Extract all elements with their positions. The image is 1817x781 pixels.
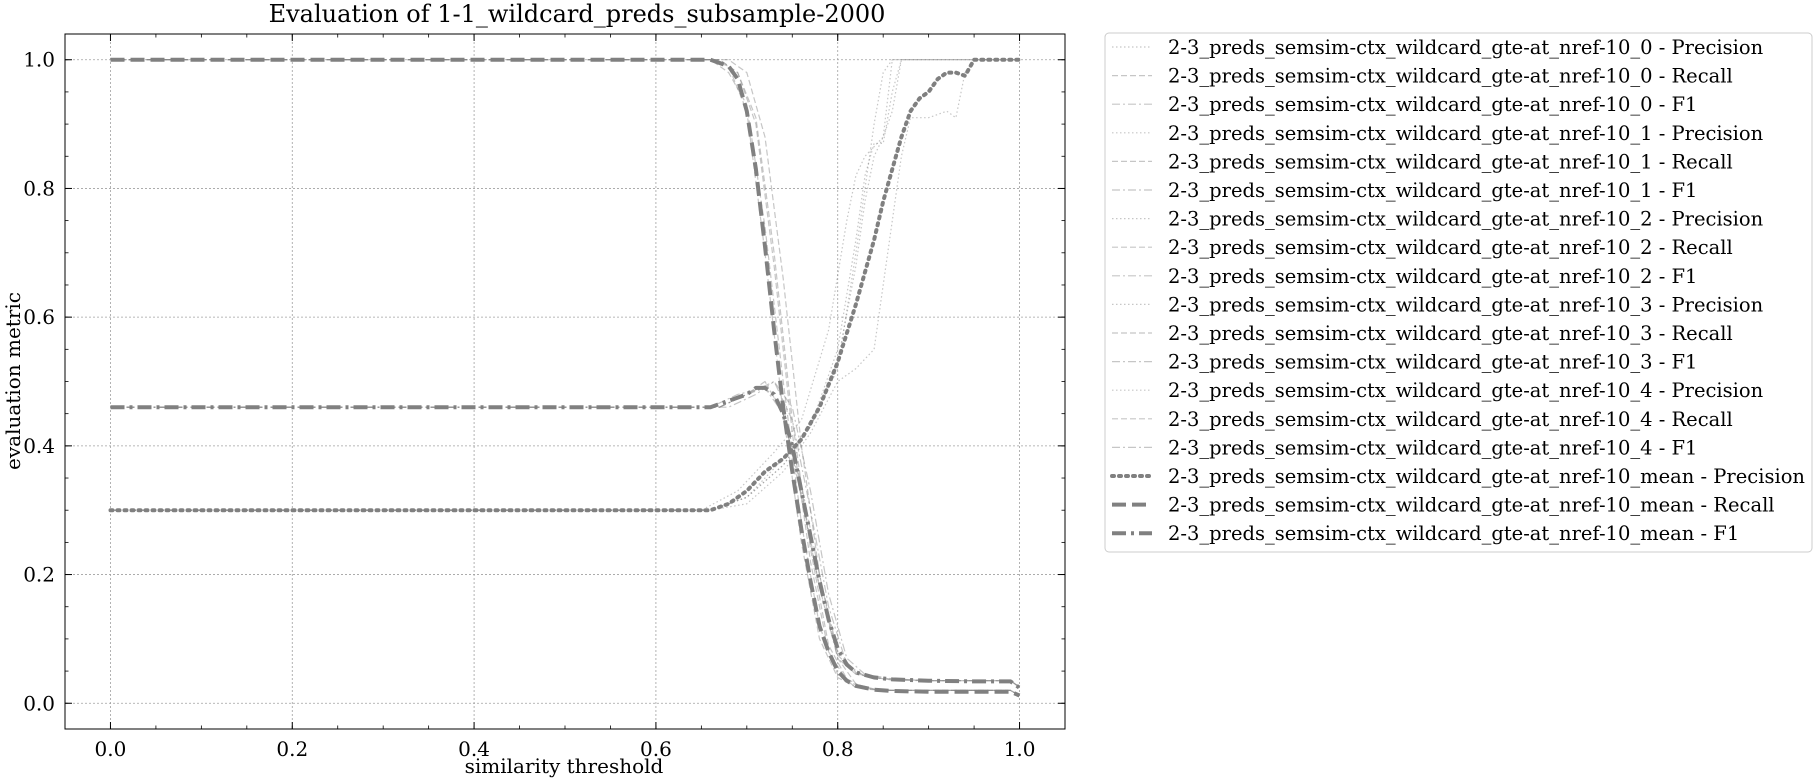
legend-label: 2-3_preds_semsim-ctx_wildcard_gte-at_nre… xyxy=(1168,65,1733,88)
legend-label: 2-3_preds_semsim-ctx_wildcard_gte-at_nre… xyxy=(1168,208,1764,231)
series-run-3-precision-line xyxy=(110,59,1020,511)
legend-label: 2-3_preds_semsim-ctx_wildcard_gte-at_nre… xyxy=(1168,122,1764,145)
series-mean-precision-line xyxy=(108,57,1022,513)
legend-label: 2-3_preds_semsim-ctx_wildcard_gte-at_nre… xyxy=(1168,93,1697,116)
x-tick-label: 0.2 xyxy=(276,737,308,761)
legend-label: 2-3_preds_semsim-ctx_wildcard_gte-at_nre… xyxy=(1168,265,1697,288)
series-mean-recall-line xyxy=(110,57,1021,698)
legend-label: 2-3_preds_semsim-ctx_wildcard_gte-at_nre… xyxy=(1168,293,1764,316)
chart-title: Evaluation of 1-1_wildcard_preds_subsamp… xyxy=(269,0,886,28)
x-tick-label: 0.8 xyxy=(822,737,854,761)
legend-label: 2-3_preds_semsim-ctx_wildcard_gte-at_nre… xyxy=(1168,179,1697,202)
x-axis-label: similarity threshold xyxy=(465,754,664,778)
x-tick-label: 0.6 xyxy=(640,737,672,761)
legend-box xyxy=(1104,32,1813,553)
series-run-0-recall-line xyxy=(110,59,1020,697)
x-tick-label: 0.4 xyxy=(458,737,490,761)
legend-label: 2-3_preds_semsim-ctx_wildcard_gte-at_nre… xyxy=(1168,436,1697,459)
x-tick-label: 0.0 xyxy=(95,737,127,761)
y-tick-label: 0.8 xyxy=(23,176,55,200)
series-lines xyxy=(108,57,1022,698)
y-axis-label: evaluation metric xyxy=(1,292,25,470)
grid-lines xyxy=(65,34,1065,729)
legend-label: 2-3_preds_semsim-ctx_wildcard_gte-at_nre… xyxy=(1168,150,1733,173)
y-tick-label: 0.6 xyxy=(23,305,55,329)
legend-label: 2-3_preds_semsim-ctx_wildcard_gte-at_nre… xyxy=(1168,36,1764,59)
legend-label: 2-3_preds_semsim-ctx_wildcard_gte-at_nre… xyxy=(1168,494,1775,517)
legend-label: 2-3_preds_semsim-ctx_wildcard_gte-at_nre… xyxy=(1168,236,1733,259)
axis-ticks xyxy=(65,34,1065,729)
legend-label: 2-3_preds_semsim-ctx_wildcard_gte-at_nre… xyxy=(1168,351,1697,374)
legend-label: 2-3_preds_semsim-ctx_wildcard_gte-at_nre… xyxy=(1168,465,1805,488)
legend-label: 2-3_preds_semsim-ctx_wildcard_gte-at_nre… xyxy=(1168,408,1733,431)
y-tick-label: 1.0 xyxy=(23,48,55,72)
series-run-4-recall-line xyxy=(110,59,1020,697)
y-tick-label: 0.0 xyxy=(23,691,55,715)
legend: 2-3_preds_semsim-ctx_wildcard_gte-at_nre… xyxy=(1104,32,1813,553)
series-mean-f1-line xyxy=(110,385,1021,690)
tick-labels: 0.0 0.2 0.4 0.6 0.8 1.0 0.0 0.2 0.4 0.6 0.8 1.0 xyxy=(23,48,1035,761)
y-tick-label: 0.2 xyxy=(23,563,55,587)
y-tick-label: 0.4 xyxy=(23,434,55,458)
series-run-1-recall-line xyxy=(110,59,1020,697)
legend-label: 2-3_preds_semsim-ctx_wildcard_gte-at_nre… xyxy=(1168,522,1739,545)
x-tick-label: 1.0 xyxy=(1004,737,1036,761)
legend-label: 2-3_preds_semsim-ctx_wildcard_gte-at_nre… xyxy=(1168,322,1733,345)
series-run-2-precision-line xyxy=(110,59,1020,511)
series-run-1-f1-line xyxy=(110,380,1020,688)
legend-label: 2-3_preds_semsim-ctx_wildcard_gte-at_nre… xyxy=(1168,379,1764,402)
